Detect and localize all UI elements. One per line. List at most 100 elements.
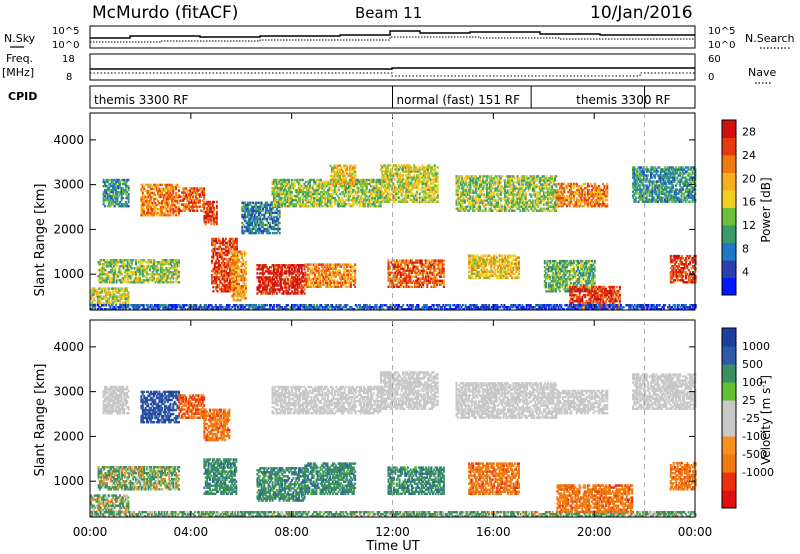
scatter-cell bbox=[296, 308, 299, 311]
scatter-cell bbox=[108, 297, 110, 300]
scatter-cell bbox=[141, 203, 144, 207]
scatter-cell bbox=[114, 261, 117, 264]
scatter-cell bbox=[144, 261, 147, 264]
scatter-cell bbox=[109, 190, 112, 194]
scatter-cell bbox=[253, 221, 256, 225]
scatter-cell bbox=[182, 187, 185, 190]
scatter-cell bbox=[268, 288, 271, 291]
scatter-cell bbox=[147, 273, 150, 276]
scatter-cell bbox=[164, 189, 166, 193]
scatter-cell bbox=[375, 308, 378, 311]
scatter-cell bbox=[321, 306, 324, 309]
scatter-cell bbox=[104, 281, 107, 284]
scatter-cell bbox=[172, 201, 175, 205]
scatter-cell bbox=[298, 284, 300, 287]
scatter-cell bbox=[275, 201, 278, 205]
scatter-cell bbox=[123, 291, 126, 294]
scatter-cell bbox=[277, 270, 280, 273]
scatter-cell bbox=[246, 227, 249, 231]
scatter-cell bbox=[215, 237, 218, 241]
scatter-cell bbox=[277, 213, 280, 217]
scatter-cell bbox=[130, 304, 133, 307]
scatter-cell bbox=[292, 286, 295, 289]
scatter-cell bbox=[314, 306, 317, 309]
scatter-cell bbox=[277, 223, 280, 227]
noise-left-bottom-tick: 10^0 bbox=[52, 40, 79, 51]
scatter-cell bbox=[281, 286, 284, 289]
scatter-cell bbox=[200, 209, 203, 212]
scatter-cell bbox=[259, 217, 262, 221]
scatter-cell bbox=[245, 221, 248, 225]
scatter-cell bbox=[104, 184, 106, 188]
scatter-cell bbox=[216, 306, 219, 309]
scatter-cell bbox=[273, 225, 276, 229]
scatter-cell bbox=[162, 281, 165, 284]
scatter-cell bbox=[387, 259, 390, 262]
scatter-cell bbox=[140, 209, 143, 213]
scatter-cell bbox=[240, 264, 243, 268]
scatter-cell bbox=[115, 199, 118, 202]
scatter-cell bbox=[213, 237, 216, 241]
scatter-cell bbox=[220, 271, 223, 275]
scatter-cell bbox=[166, 183, 169, 187]
scatter-cell bbox=[275, 304, 278, 307]
scatter-cell bbox=[166, 193, 169, 197]
scatter-cell bbox=[159, 205, 162, 209]
scatter-cell bbox=[189, 201, 192, 204]
scatter-cell bbox=[226, 290, 229, 293]
scatter-cell bbox=[176, 263, 179, 266]
scatter-cell bbox=[112, 178, 115, 182]
scatter-cell bbox=[249, 201, 252, 205]
scatter-cell bbox=[138, 306, 141, 309]
scatter-cell bbox=[245, 262, 247, 266]
scatter-cell bbox=[161, 263, 164, 266]
scatter-cell bbox=[192, 205, 195, 208]
scatter-cell bbox=[285, 264, 288, 267]
scatter-cell bbox=[172, 207, 175, 211]
scatter-cell bbox=[241, 231, 244, 235]
scatter-cell bbox=[103, 289, 106, 292]
scatter-cell bbox=[255, 215, 258, 219]
scatter-cell bbox=[232, 295, 235, 298]
scatter-cell bbox=[238, 266, 241, 270]
scatter-cell bbox=[148, 197, 151, 201]
scatter-cell bbox=[146, 271, 149, 274]
scatter-cell bbox=[245, 272, 247, 276]
scatter-cell bbox=[162, 193, 165, 197]
scatter-cell bbox=[248, 225, 251, 229]
scatter-cell bbox=[109, 291, 112, 294]
scatter-cell bbox=[245, 291, 247, 294]
scatter-cell bbox=[176, 265, 179, 268]
scatter-cell bbox=[268, 280, 271, 283]
scatter-cell bbox=[273, 270, 275, 273]
scatter-cell bbox=[371, 306, 374, 309]
scatter-cell bbox=[216, 261, 219, 265]
scatter-cell bbox=[288, 292, 291, 295]
scatter-cell bbox=[141, 185, 144, 189]
scatter-cell bbox=[277, 274, 280, 277]
scatter-cell bbox=[134, 308, 137, 311]
scatter-cell bbox=[154, 207, 157, 211]
scatter-cell bbox=[171, 308, 174, 311]
scatter-cell bbox=[115, 186, 118, 190]
scatter-cell bbox=[118, 265, 121, 268]
scatter-cell bbox=[242, 295, 245, 298]
scatter-cell bbox=[303, 308, 306, 311]
scatter-cell bbox=[206, 308, 209, 311]
scatter-cell bbox=[275, 276, 278, 279]
scatter-cell bbox=[182, 209, 185, 212]
scatter-cell bbox=[197, 197, 200, 200]
scatter-cell bbox=[255, 229, 258, 233]
scatter-cell bbox=[110, 196, 113, 200]
freq-trace bbox=[90, 67, 695, 70]
scatter-cell bbox=[169, 271, 172, 274]
scatter-cell bbox=[136, 271, 139, 274]
scatter-cell bbox=[116, 297, 119, 300]
scatter-cell bbox=[295, 304, 298, 307]
scatter-cell bbox=[172, 193, 175, 197]
scatter-cell bbox=[325, 184, 328, 188]
scatter-cell bbox=[268, 290, 271, 293]
scatter-cell bbox=[213, 263, 216, 267]
scatter-cell bbox=[244, 207, 246, 211]
scatter-cell bbox=[262, 225, 264, 229]
